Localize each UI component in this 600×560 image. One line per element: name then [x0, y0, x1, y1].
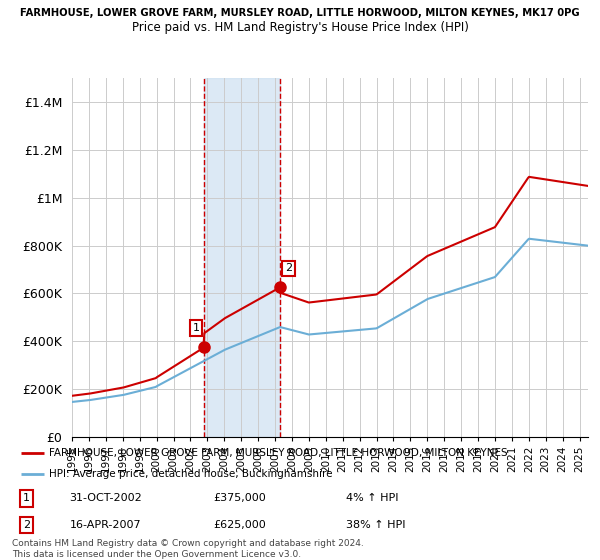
Text: 1: 1 [193, 323, 200, 333]
Text: 16-APR-2007: 16-APR-2007 [70, 520, 141, 530]
Text: Price paid vs. HM Land Registry's House Price Index (HPI): Price paid vs. HM Land Registry's House … [131, 21, 469, 34]
Text: FARMHOUSE, LOWER GROVE FARM, MURSLEY ROAD, LITTLE HORWOOD, MILTON KEYNES, MK17 0: FARMHOUSE, LOWER GROVE FARM, MURSLEY ROA… [20, 8, 580, 18]
Text: 2: 2 [23, 520, 30, 530]
Text: 2: 2 [285, 263, 292, 273]
Text: 31-OCT-2002: 31-OCT-2002 [70, 493, 142, 503]
Text: £375,000: £375,000 [214, 493, 266, 503]
Text: Contains HM Land Registry data © Crown copyright and database right 2024.
This d: Contains HM Land Registry data © Crown c… [12, 539, 364, 559]
Text: 38% ↑ HPI: 38% ↑ HPI [346, 520, 406, 530]
Text: FARMHOUSE, LOWER GROVE FARM, MURSLEY ROAD, LITTLE HORWOOD, MILTON KEYNES: FARMHOUSE, LOWER GROVE FARM, MURSLEY ROA… [49, 448, 508, 458]
Text: 1: 1 [23, 493, 30, 503]
Text: HPI: Average price, detached house, Buckinghamshire: HPI: Average price, detached house, Buck… [49, 469, 333, 479]
Text: £625,000: £625,000 [214, 520, 266, 530]
Text: 4% ↑ HPI: 4% ↑ HPI [346, 493, 398, 503]
Bar [205, 78, 280, 437]
